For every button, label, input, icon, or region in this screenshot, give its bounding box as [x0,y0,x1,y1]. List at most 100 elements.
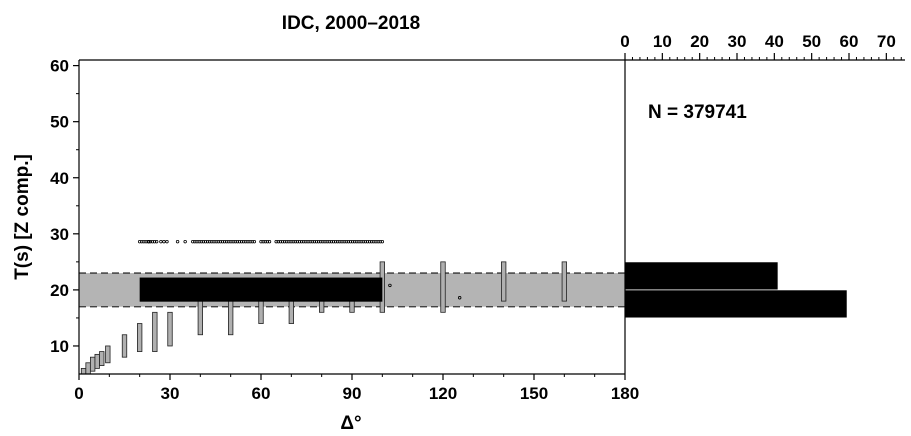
outlier-point-11 [195,239,199,244]
outlier-point-31 [237,239,242,244]
outlier-point-34 [244,239,248,244]
range-box-18 [501,261,507,302]
outlier-point-41 [263,239,267,244]
outlier-point-22 [218,239,223,244]
x-tick-label-2: 60 [252,384,271,403]
outlier-point-84 [359,239,363,244]
outlier-point-27 [229,239,233,244]
outlier-point-70 [329,239,334,244]
outlier-point-44 [274,239,278,244]
outlier-point-29 [233,239,237,244]
hist-tick-label-5: 50 [802,32,821,51]
outlier-point-38 [252,239,257,244]
outlier-point-14 [201,239,206,244]
outlier-point-56 [299,239,304,244]
x-tick-label-6: 180 [611,384,639,403]
outlier-point-28 [231,239,235,244]
outlier-point-75 [340,239,344,244]
outlier-point-102 [457,296,462,300]
y-tick-label-2: 30 [50,225,69,244]
x-axis-label: Δ° [340,413,361,434]
outlier-point-65 [319,239,323,244]
outlier-point-54 [295,239,300,244]
outlier-point-7 [152,239,157,244]
y-tick-label-3: 40 [50,169,69,188]
outlier-point-64 [316,239,321,244]
outlier-point-100 [183,239,187,244]
y-tick-label-0: 10 [50,337,69,356]
outlier-point-47 [280,239,285,244]
histogram-bar-0 [624,261,779,291]
outlier-point-58 [304,239,308,244]
range-box-4 [99,351,105,366]
y-tick-label-5: 60 [50,57,69,76]
outlier-point-25 [225,239,229,244]
outlier-point-32 [239,239,244,244]
hist-tick-label-4: 40 [765,32,784,51]
range-box-6 [121,334,128,358]
outlier-point-19 [212,239,216,244]
outlier-point-35 [246,239,250,244]
chart-title: IDC, 2000–2018 [282,13,420,34]
outlier-point-79 [348,239,353,244]
outlier-point-72 [333,239,338,244]
outlier-point-59 [306,239,310,244]
outlier-point-91 [374,239,378,244]
outlier-point-24 [222,239,227,244]
outlier-point-78 [346,239,351,244]
outlier-point-92 [376,239,380,244]
outlier-point-97 [162,239,166,244]
outlier-point-6 [150,239,155,244]
hist-tick-label-1: 10 [653,32,672,51]
range-box-7 [137,323,143,352]
outlier-point-61 [310,239,314,244]
range-box-1 [85,362,91,375]
outlier-point-88 [367,239,372,244]
outlier-point-12 [197,239,201,244]
hist-tick-label-0: 0 [620,32,629,51]
hist-tick-label-2: 20 [690,32,709,51]
outlier-point-63 [314,239,319,244]
x-tick-label-1: 30 [161,384,180,403]
y-axis-label: T(s) [Z comp.] [12,154,33,280]
outlier-point-55 [297,239,302,244]
outlier-point-8 [154,239,159,244]
range-box-19 [561,261,567,302]
outlier-point-42 [265,239,270,244]
outlier-point-83 [357,239,361,244]
outlier-point-13 [199,239,203,244]
outlier-point-90 [372,239,376,244]
hist-tick-label-6: 60 [840,32,859,51]
range-box-9 [167,311,173,347]
hist-tick-label-7: 70 [877,32,896,51]
outlier-point-26 [227,239,231,244]
range-box-10 [197,300,203,336]
range-box-3 [94,353,100,369]
range-box-17 [440,261,446,313]
outlier-point-71 [331,239,336,244]
x-tick-label-4: 120 [429,384,457,403]
outlier-point-5 [148,239,152,244]
outlier-point-1 [140,239,144,244]
outlier-point-21 [216,239,220,244]
outlier-point-77 [344,239,348,244]
dominant-period-box [139,277,383,302]
outlier-point-43 [267,239,272,244]
outlier-point-10 [193,239,197,244]
outlier-point-33 [242,239,246,244]
outlier-point-51 [289,239,293,244]
range-box-8 [152,311,158,352]
outlier-point-80 [350,239,355,244]
outlier-point-46 [278,239,283,244]
hist-tick-label-3: 30 [728,32,747,51]
outlier-point-9 [191,239,195,244]
outlier-point-49 [285,239,289,244]
outlier-point-85 [361,239,365,244]
outlier-point-52 [291,239,295,244]
outlier-point-45 [276,239,280,244]
outlier-point-68 [325,239,329,244]
x-tick-label-0: 0 [74,384,83,403]
outlier-point-82 [355,239,359,244]
axes: 0 30 60 90 120 150 180 10 20 30 40 50 60 0 10 20 30 40 50 6… [50,32,905,403]
outlier-point-16 [205,239,210,244]
